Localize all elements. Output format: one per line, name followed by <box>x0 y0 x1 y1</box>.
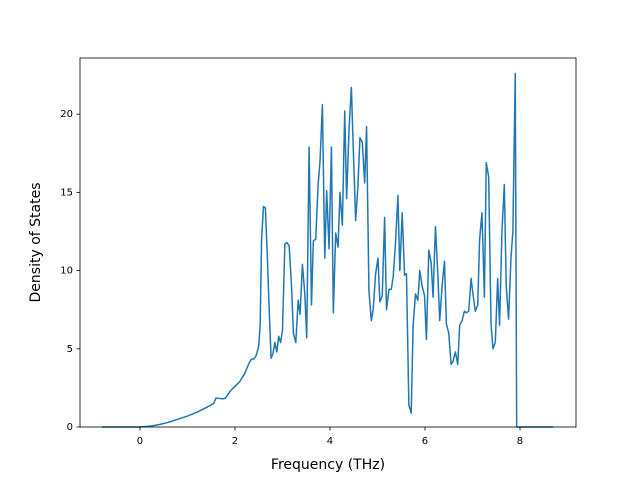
y-tick-label: 15 <box>60 187 73 198</box>
x-tick-label: 6 <box>422 436 428 447</box>
data-line <box>101 72 554 428</box>
x-tick-label: 2 <box>232 436 238 447</box>
y-axis-label: Density of States <box>28 183 44 303</box>
y-tick-label: 5 <box>67 344 73 355</box>
plot-frame <box>79 57 577 428</box>
y-tick-label: 10 <box>60 266 73 277</box>
y-tick-label: 20 <box>60 109 73 120</box>
x-tick-label: 4 <box>327 436 333 447</box>
y-tick-label: 0 <box>67 422 73 433</box>
x-tick-label: 0 <box>137 436 143 447</box>
x-tick-label: 8 <box>517 436 523 447</box>
x-axis-label: Frequency (THz) <box>271 457 385 473</box>
